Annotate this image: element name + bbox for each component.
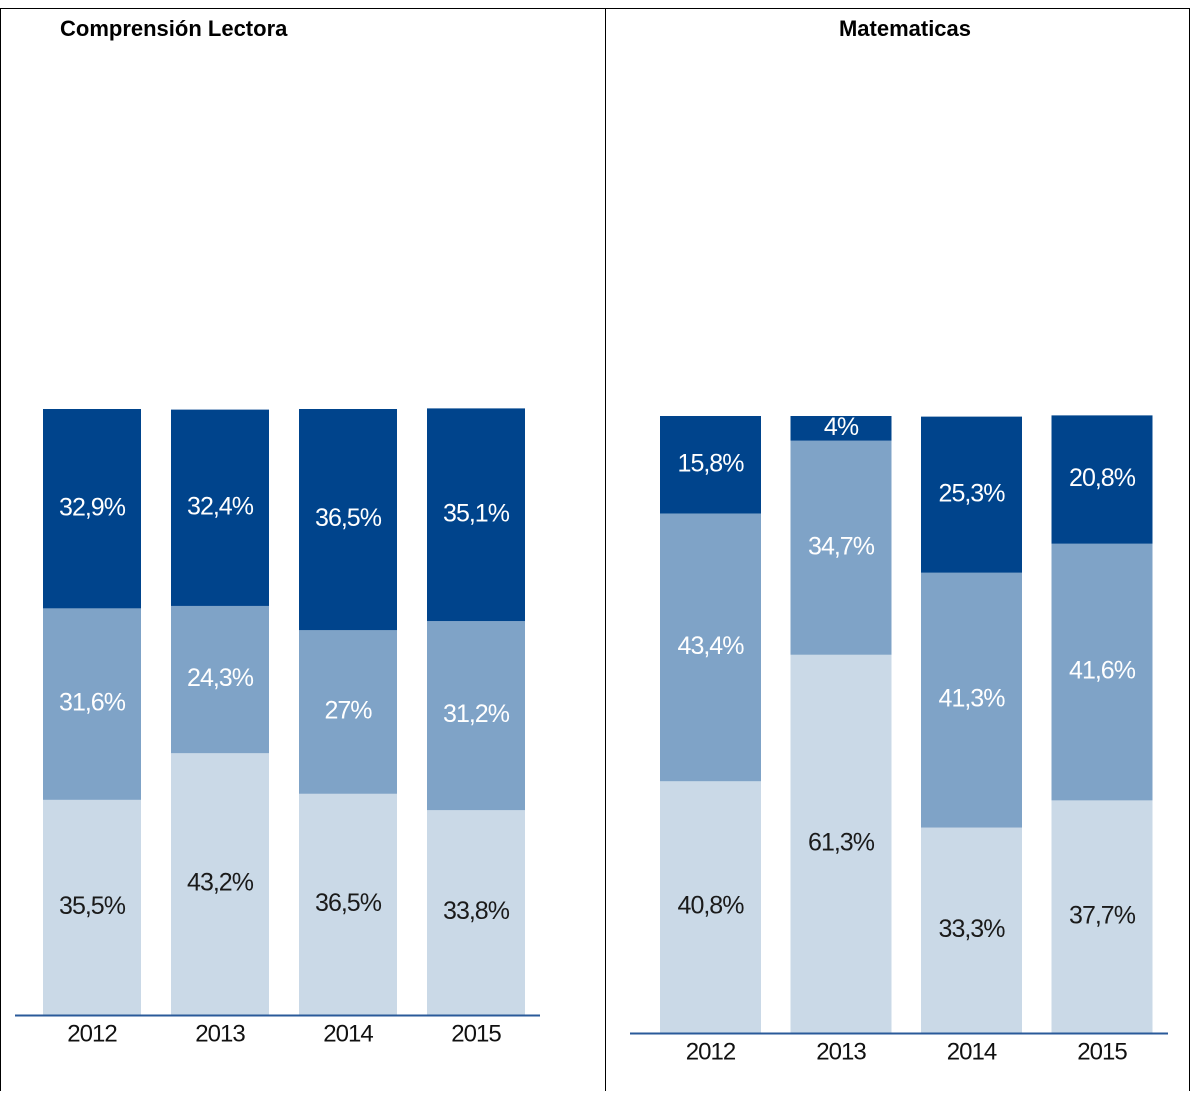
bar-segment [171, 605, 269, 754]
data-label: 24,3% [187, 664, 254, 692]
chart-title: Comprensión Lectora [60, 16, 288, 41]
data-label: 32,9% [59, 493, 126, 521]
bar-segment [921, 572, 1022, 828]
data-label: 27% [324, 697, 372, 725]
data-label: 31,6% [59, 689, 126, 717]
bar-segment [43, 799, 141, 1015]
data-label: 61,3% [808, 828, 875, 856]
x-tick-label: 2015 [1077, 1038, 1127, 1065]
bar-segment [43, 608, 141, 800]
bar-segment [43, 409, 141, 609]
x-tick-label: 2012 [67, 1020, 117, 1047]
bar-segment [299, 409, 397, 631]
bar-segment [660, 416, 761, 514]
data-label: 40,8% [678, 892, 745, 920]
x-tick-label: 2014 [323, 1020, 373, 1047]
data-label: 35,5% [59, 892, 126, 920]
bar-segment [921, 827, 1022, 1033]
data-label: 20,8% [1069, 464, 1136, 492]
table-border [0, 8, 1190, 1096]
x-tick-label: 2015 [451, 1020, 501, 1047]
bar-segment [427, 810, 525, 1015]
data-label: 4% [824, 413, 859, 441]
data-label: 33,3% [939, 915, 1006, 943]
bar-segment [1051, 543, 1153, 801]
bar-segment [299, 793, 397, 1015]
bar-segment [790, 416, 892, 441]
bar-segment [1051, 800, 1153, 1033]
data-label: 36,5% [315, 504, 382, 532]
bar-segment [790, 440, 892, 655]
bar-segment [660, 781, 761, 1033]
bar-segment [921, 416, 1022, 573]
x-tick-label: 2013 [816, 1038, 866, 1065]
bar-segment [171, 753, 269, 1015]
x-tick-label: 2012 [686, 1038, 736, 1065]
data-label: 32,4% [187, 492, 254, 520]
bar-segment [171, 409, 269, 606]
data-label: 43,2% [187, 869, 254, 897]
x-tick-label: 2014 [947, 1038, 997, 1065]
bar-segment [299, 630, 397, 794]
chart-title: Matematicas [839, 16, 971, 41]
data-label: 25,3% [939, 479, 1006, 507]
data-label: 37,7% [1069, 901, 1136, 929]
data-label: 41,6% [1069, 657, 1136, 685]
data-label: 33,8% [443, 897, 510, 925]
data-label: 43,4% [678, 632, 745, 660]
bar-segment [427, 621, 525, 811]
bar-segment [660, 513, 761, 782]
data-label: 15,8% [678, 449, 745, 477]
bar-segment [790, 654, 892, 1033]
bar-segment [1051, 415, 1153, 544]
data-label: 31,2% [443, 700, 510, 728]
data-label: 36,5% [315, 889, 382, 917]
data-label: 34,7% [808, 532, 875, 560]
x-tick-label: 2013 [195, 1020, 245, 1047]
bar-segment [427, 408, 525, 622]
data-label: 35,1% [443, 499, 510, 527]
data-label: 41,3% [939, 685, 1006, 713]
